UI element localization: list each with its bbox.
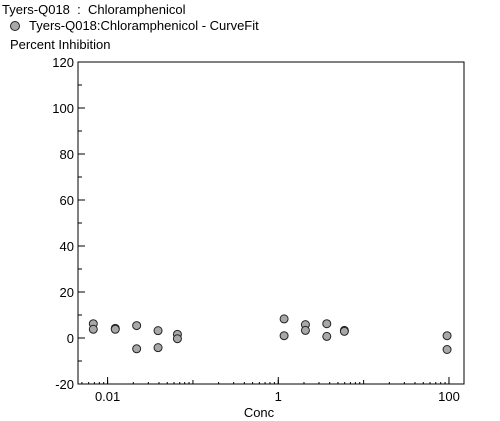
data-point <box>132 321 142 331</box>
y-tick-label: 100 <box>52 101 74 116</box>
y-tick-label: 60 <box>60 193 74 208</box>
legend-marker <box>10 20 20 31</box>
legend-label: Tyers-Q018:Chloramphenicol - CurveFit <box>29 18 259 33</box>
data-point <box>442 345 452 354</box>
data-point <box>172 334 182 344</box>
plot-frame <box>77 61 465 385</box>
data-point <box>153 343 163 353</box>
data-point <box>300 325 310 335</box>
data-point <box>110 324 120 334</box>
data-point <box>442 331 452 341</box>
y-tick-label: 20 <box>60 285 74 300</box>
data-point <box>279 331 289 341</box>
x-tick-label: 1 <box>275 389 282 404</box>
y-tick-label: 80 <box>60 147 74 162</box>
data-point <box>322 319 332 329</box>
chart-title: Tyers-Q018 : Chloramphenicol <box>2 2 186 17</box>
data-point <box>339 326 349 336</box>
x-axis-label: Conc <box>244 405 275 420</box>
data-point <box>132 344 142 354</box>
y-tick-label: 0 <box>67 331 74 346</box>
y-tick-label: -20 <box>55 377 74 392</box>
x-tick-label: 100 <box>438 389 460 404</box>
data-point <box>279 314 289 324</box>
y-tick-label: 40 <box>60 239 74 254</box>
data-point <box>153 326 163 336</box>
legend: Tyers-Q018:Chloramphenicol - CurveFit <box>10 18 259 33</box>
data-point <box>322 331 332 341</box>
x-tick-label: 0.01 <box>95 389 120 404</box>
y-tick-label: 120 <box>52 55 74 70</box>
y-axis-label: Percent Inhibition <box>10 37 111 52</box>
data-point <box>88 324 98 334</box>
